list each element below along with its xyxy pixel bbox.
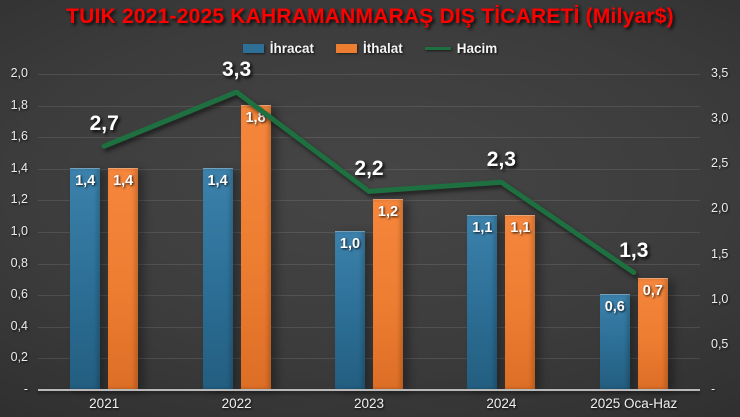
axis-tick-label: 0,6 xyxy=(10,287,28,302)
bar-group: 0,6 0,7 xyxy=(568,73,700,389)
bar-ihracat: 1,4 xyxy=(202,167,233,389)
line-value-label: 2,7 xyxy=(89,112,119,136)
gridline xyxy=(38,168,700,170)
axis-tick-label: 3,0 xyxy=(711,111,729,126)
bar-value-label: 1,2 xyxy=(377,204,399,221)
bar-value-label: 1,4 xyxy=(75,172,96,189)
axis-tick-label: 1,0 xyxy=(10,224,28,238)
gridline xyxy=(38,74,700,75)
line-value-label: 2,3 xyxy=(486,148,516,172)
bar-value-label: 0,7 xyxy=(642,283,663,300)
legend-item-ihracat: İhracat xyxy=(242,40,314,56)
legend-label-ithalat: İthalat xyxy=(362,40,403,56)
category-label: 2024 xyxy=(486,396,517,411)
gridline xyxy=(38,137,700,139)
axis-tick-label: 2,0 xyxy=(711,201,729,216)
bar-ihracat: 1,0 xyxy=(334,231,365,389)
legend: İhracat İthalat Hacim xyxy=(0,39,740,57)
bar-value-label: 1,4 xyxy=(207,172,228,189)
bar-value-label: 1,1 xyxy=(472,220,493,237)
bar-group: 1,4 1,8 xyxy=(170,73,302,389)
axis-tick-label: - xyxy=(711,382,716,396)
category-label: 2021 xyxy=(89,396,120,411)
left-axis-ticks: 2,0 1,8 1,6 1,4 1,2 1,0 0,8 0,6 0,4 0,2 - xyxy=(0,66,31,396)
gridline xyxy=(38,232,700,233)
hacim-line-swatch-icon xyxy=(424,46,451,50)
gridline xyxy=(38,295,700,297)
ithalat-swatch-icon xyxy=(335,43,357,53)
bar-group: 1,4 1,4 xyxy=(38,73,170,389)
bar-ithalat: 1,4 xyxy=(108,167,139,389)
gridline xyxy=(38,200,700,202)
line-value-label: 1,3 xyxy=(619,238,649,262)
bar-ihracat: 1,1 xyxy=(467,215,498,389)
axis-tick-label: 3,5 xyxy=(711,66,729,80)
axis-tick-label: 1,6 xyxy=(10,129,28,144)
category-label: 2022 xyxy=(221,396,252,411)
gridline xyxy=(38,105,700,107)
axis-tick-label: 1,4 xyxy=(10,160,28,175)
legend-item-ithalat: İthalat xyxy=(335,40,403,56)
bar-value-label: 1,0 xyxy=(339,236,361,252)
hacim-line xyxy=(101,89,637,276)
right-axis-ticks: 3,5 3,0 2,5 2,0 1,5 1,0 0,5 - xyxy=(707,66,740,396)
axis-tick-label: - xyxy=(23,382,28,396)
axis-tick-label: 0,5 xyxy=(711,336,729,351)
bar-group: 1,1 1,1 xyxy=(435,73,567,389)
legend-label-hacim: Hacim xyxy=(456,40,498,56)
axis-tick-label: 1,8 xyxy=(10,97,28,112)
x-axis-line xyxy=(38,389,700,391)
bar-ihracat: 0,6 xyxy=(599,294,630,389)
bar-ithalat: 1,2 xyxy=(372,199,403,389)
bar-ithalat: 1,1 xyxy=(505,215,536,389)
chart-title: TUIK 2021-2025 KAHRAMANMARAŞ DIŞ TİCARET… xyxy=(66,5,674,28)
category-label: 2025 Oca-Haz xyxy=(590,396,678,411)
axis-tick-label: 0,2 xyxy=(10,350,28,365)
axis-tick-label: 0,8 xyxy=(10,255,28,270)
axis-tick-label: 0,4 xyxy=(10,318,28,333)
legend-label-ihracat: İhracat xyxy=(269,40,314,56)
axis-tick-label: 1,2 xyxy=(10,192,28,207)
axis-tick-label: 1,5 xyxy=(711,246,729,261)
bar-value-label: 1,8 xyxy=(245,109,266,126)
bar-value-label: 0,6 xyxy=(604,299,625,316)
plot-area: 1,4 1,4 1,4 1,8 1,0 1,2 1,1 1,1 0,6 0,7 2,7 3,3 2,2… xyxy=(38,58,700,391)
gridline xyxy=(38,326,700,328)
bar-ithalat: 0,7 xyxy=(637,278,668,389)
line-value-label: 2,2 xyxy=(354,157,384,181)
bar-ithalat: 1,8 xyxy=(240,104,271,389)
bar-value-label: 1,4 xyxy=(113,172,134,189)
line-value-label: 3,3 xyxy=(221,58,252,82)
bar-group: 1,0 1,2 xyxy=(303,73,435,389)
bar-ihracat: 1,4 xyxy=(70,167,101,389)
category-label: 2023 xyxy=(353,396,385,411)
axis-tick-label: 2,5 xyxy=(711,156,729,171)
legend-item-hacim: Hacim xyxy=(424,40,498,56)
bar-value-label: 1,1 xyxy=(510,220,531,237)
category-axis: 2021 2022 2023 2024 2025 Oca-Haz xyxy=(38,396,700,416)
axis-tick-label: 2,0 xyxy=(10,66,28,80)
ihracat-swatch-icon xyxy=(242,43,264,53)
gridline xyxy=(38,263,700,265)
axis-tick-label: 1,0 xyxy=(711,291,729,306)
gridline xyxy=(38,358,700,360)
